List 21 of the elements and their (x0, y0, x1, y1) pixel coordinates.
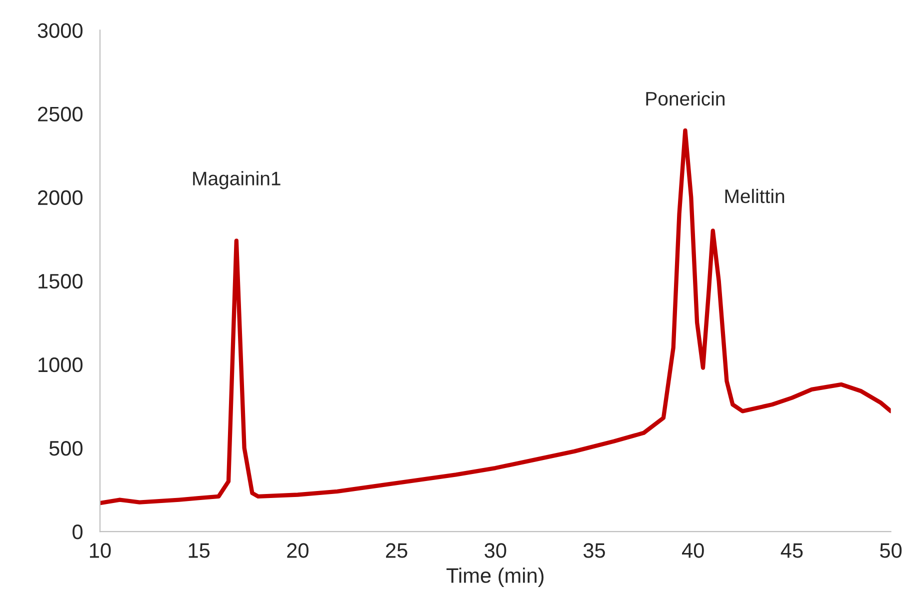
y-tick-label: 1000 (38, 357, 83, 372)
x-tick-label: 30 (484, 543, 506, 558)
x-tick-label: 45 (780, 543, 803, 558)
y-tick-label: 2500 (38, 106, 83, 122)
x-tick-label: 25 (386, 543, 408, 558)
x-tick-label: 40 (682, 543, 704, 558)
line-series (100, 128, 891, 506)
annotation: Melittin (725, 188, 784, 204)
x-axis-title: Time (min) (446, 568, 544, 588)
y-tick-label: 3000 (38, 23, 83, 38)
x-tick-label: 20 (287, 543, 308, 558)
x-tick-label: 15 (188, 543, 210, 558)
y-tick-label: 500 (49, 440, 83, 456)
annotation: Ponericin (646, 91, 724, 106)
x-tick-label: 50 (880, 543, 902, 558)
x-tick-label: 35 (583, 543, 605, 558)
y-tick-label: 1500 (38, 274, 83, 289)
y-tick-label: 2000 (38, 190, 83, 206)
y-tick-label: 0 (72, 524, 83, 540)
x-tick-label: 10 (90, 543, 111, 558)
annotation: Magainin1 (193, 171, 280, 190)
